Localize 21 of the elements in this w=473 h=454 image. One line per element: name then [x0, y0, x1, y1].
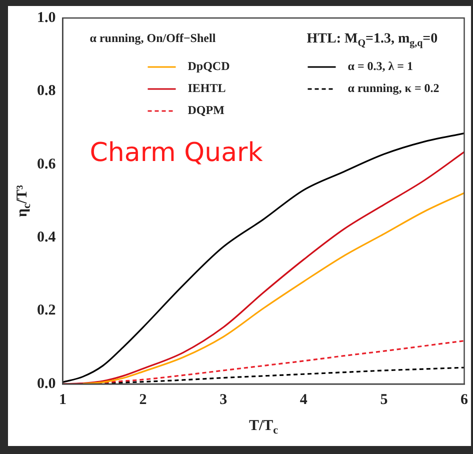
legend-label: α = 0.3, λ = 1 [348, 59, 414, 74]
x-tick-label: 3 [220, 392, 228, 408]
y-tick-label: 1.0 [37, 10, 56, 26]
y-tick-label: 0.4 [37, 229, 56, 246]
x-tick-label: 4 [300, 392, 308, 408]
legend-label: IEHTL [188, 81, 226, 96]
legend-label: DQPM [188, 103, 224, 118]
y-tick-label: 0.0 [37, 376, 56, 392]
x-tick-label: 5 [380, 392, 388, 408]
legend-label: α running, κ = 0.2 [348, 81, 440, 96]
x-tick-label: 2 [139, 392, 147, 408]
y-tick-label: 0.6 [37, 156, 56, 172]
y-tick-label: 0.8 [37, 83, 56, 100]
x-tick-label: 1 [59, 392, 66, 408]
legend-title: α running, On/Off−Shell [90, 31, 216, 46]
x-tick-label: 6 [460, 392, 468, 408]
legend-label: DpQCD [188, 59, 230, 74]
y-axis-title: ηc/T³ [14, 184, 34, 218]
annotation: Charm Quark [90, 138, 263, 168]
line-series [82, 192, 464, 384]
y-tick-label: 0.2 [37, 302, 56, 319]
